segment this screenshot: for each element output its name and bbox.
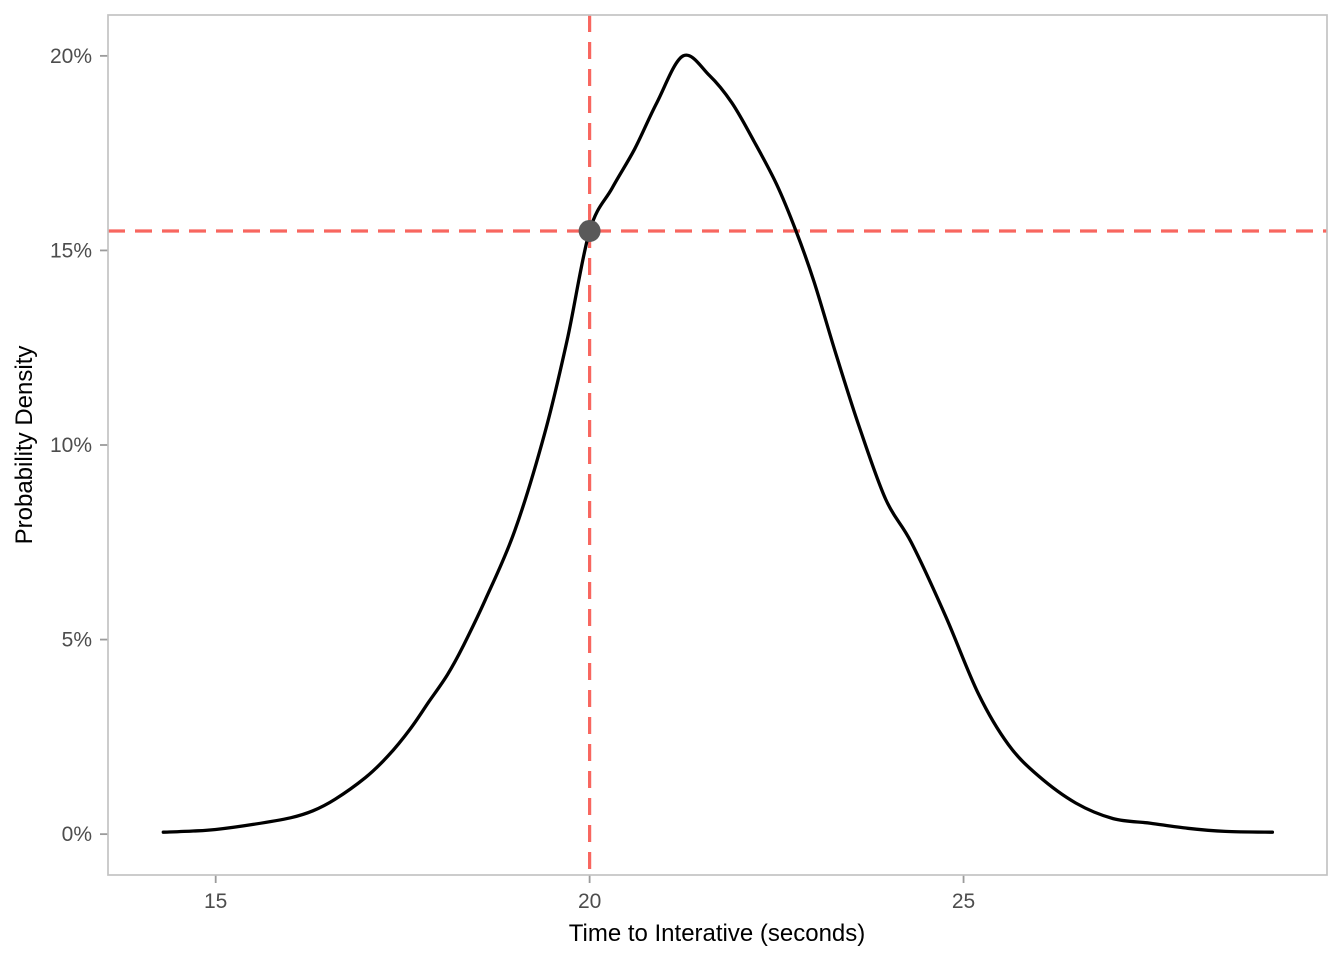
y-tick-label: 0%	[62, 823, 92, 846]
y-tick-label: 5%	[62, 629, 92, 652]
x-axis-ticks: 15 20 25	[204, 875, 975, 913]
y-tick-label: 10%	[50, 434, 92, 457]
plot-panel	[108, 15, 1327, 875]
x-tick-label: 25	[952, 890, 975, 913]
y-tick-label: 20%	[50, 45, 92, 68]
y-tick-label: 15%	[50, 239, 92, 262]
x-axis-title: Time to Interative (seconds)	[569, 920, 866, 947]
panel-border	[107, 14, 1328, 876]
reference-lines	[108, 15, 1327, 875]
x-tick-label: 15	[204, 890, 227, 913]
y-axis-title: Probability Density	[11, 346, 38, 545]
y-axis-ticks: 0% 5% 10% 15% 20%	[50, 45, 108, 846]
density-curve	[161, 53, 1275, 834]
x-tick-label: 20	[578, 890, 601, 913]
intersection-point	[578, 219, 601, 242]
